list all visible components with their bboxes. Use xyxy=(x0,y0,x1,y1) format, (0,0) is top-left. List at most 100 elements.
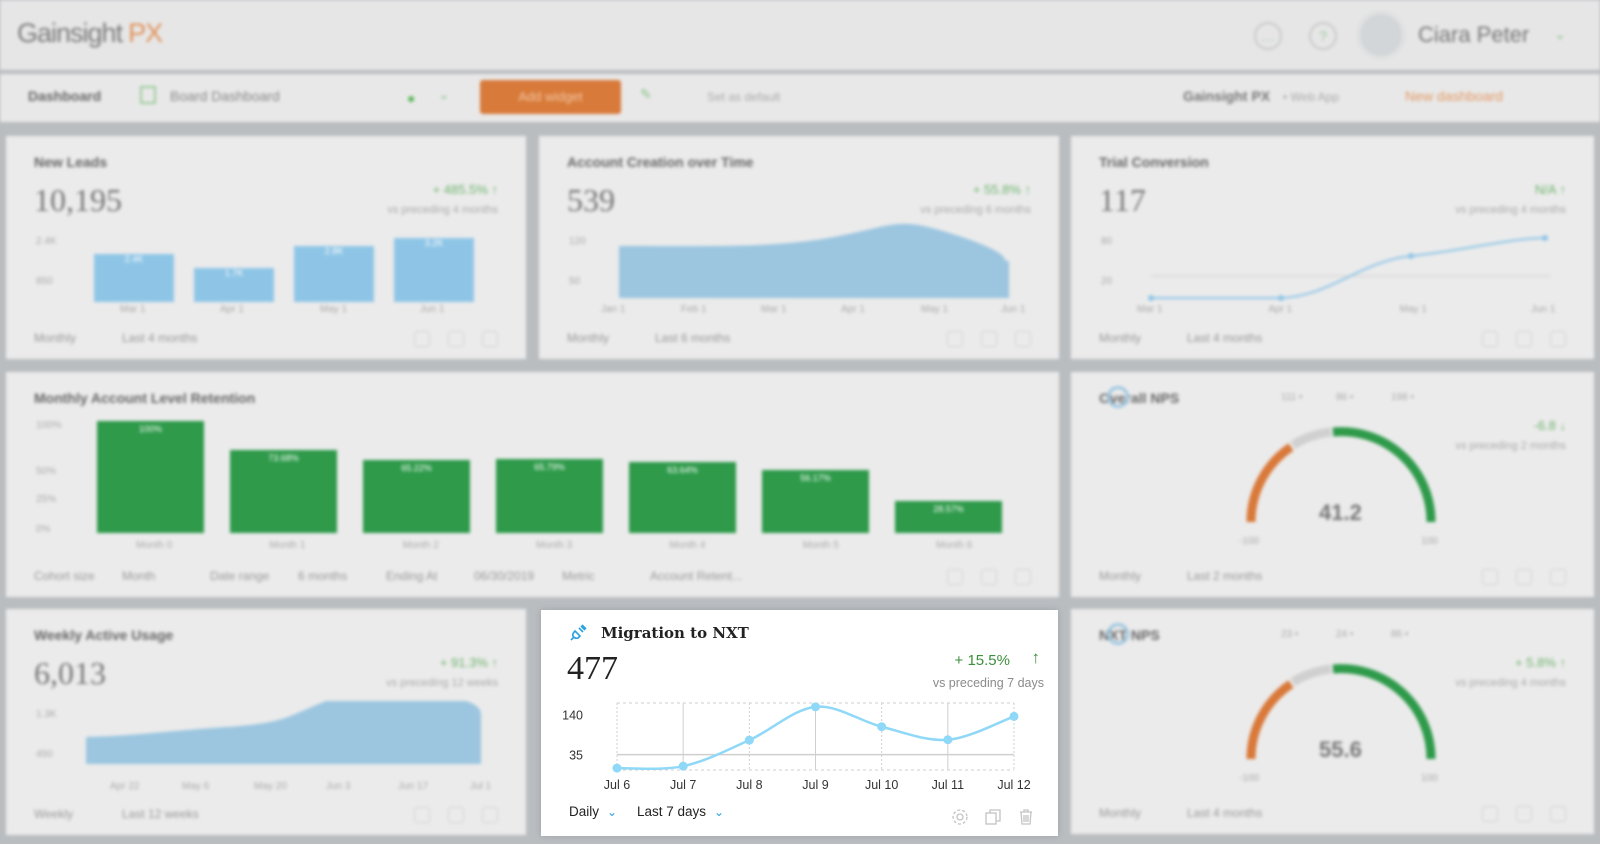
gear-icon[interactable] xyxy=(947,331,963,347)
gauge-score: 41.2 xyxy=(1319,500,1362,525)
widget-new-leads: New Leads 10,195 + 485.5% ↑ vs preceding 4 … xyxy=(6,136,526,359)
new-dashboard-button[interactable]: New dashboard xyxy=(1405,88,1504,104)
widget-title: New Leads xyxy=(34,154,108,170)
help-icon[interactable]: ? xyxy=(1309,22,1337,50)
footer-select[interactable]: Last 4 months xyxy=(122,331,198,345)
footer-select[interactable]: Monthly xyxy=(1099,331,1142,345)
copy-icon[interactable] xyxy=(448,807,464,823)
set-default-link[interactable]: Set as default xyxy=(707,90,781,104)
top-header: Gainsight PX … ? Ciara Peter ⌄ xyxy=(0,0,1600,70)
footer-select[interactable]: Last 6 months xyxy=(655,331,731,345)
x-tick-label: Month 4 xyxy=(669,540,706,551)
gear-icon[interactable] xyxy=(414,331,430,347)
x-tick-label: Jul 6 xyxy=(604,778,630,792)
board-icon xyxy=(140,86,156,104)
x-tick-label: May 1 xyxy=(921,304,949,315)
copy-icon[interactable] xyxy=(981,569,997,585)
trash-icon[interactable] xyxy=(1015,331,1031,347)
footer-select[interactable]: Ending At xyxy=(386,569,438,583)
copy-icon[interactable] xyxy=(1516,806,1532,822)
x-tick-label: Jun 1 xyxy=(1001,304,1026,315)
trash-icon[interactable] xyxy=(1017,808,1035,826)
chat-icon[interactable]: … xyxy=(1254,22,1282,50)
gauge-score: 55.6 xyxy=(1319,737,1362,762)
footer-select[interactable]: Last 4 months xyxy=(1187,806,1263,820)
y-tick-label: 20 xyxy=(1101,276,1113,287)
chevron-down-icon[interactable]: ⌄ xyxy=(438,86,450,102)
edit-icon[interactable]: ✎ xyxy=(640,86,652,102)
gear-icon[interactable] xyxy=(1482,806,1498,822)
footer-select[interactable]: Last 2 months xyxy=(1187,569,1263,583)
metric-value: 117 xyxy=(1099,182,1146,218)
widget-title: Account Creation over Time xyxy=(567,154,754,170)
widget-weekly-usage: Weekly Active Usage 6,013 + 91.3% ↑ vs prec… xyxy=(6,609,526,835)
y-tick-label: 1.3K xyxy=(36,709,57,720)
x-tick-label: May 1 xyxy=(320,304,348,315)
footer-select[interactable]: Date range xyxy=(210,569,270,583)
gear-icon[interactable] xyxy=(947,569,963,585)
footer-select[interactable]: 06/30/2019 xyxy=(474,569,535,583)
gear-icon[interactable] xyxy=(414,807,430,823)
trash-icon[interactable] xyxy=(482,807,498,823)
footer-select[interactable]: 6 months xyxy=(298,569,348,583)
x-tick-label: Jul 10 xyxy=(865,778,898,792)
gainsight-logo[interactable]: Gainsight PX xyxy=(17,18,163,49)
logo-px: PX xyxy=(128,18,163,48)
avatar[interactable] xyxy=(1356,10,1406,60)
comparison-text: vs preceding 4 months xyxy=(387,204,498,216)
bar: 100% xyxy=(97,421,204,533)
trash-icon[interactable] xyxy=(1550,331,1566,347)
gear-icon[interactable] xyxy=(1482,569,1498,585)
y-tick-label: 50% xyxy=(36,466,57,477)
copy-icon[interactable] xyxy=(981,331,997,347)
copy-icon[interactable] xyxy=(984,808,1002,826)
gauge-chart xyxy=(1246,427,1436,523)
board-select[interactable]: Board Dashboard xyxy=(170,88,280,104)
footer-select[interactable]: Cohort size xyxy=(34,569,95,583)
gear-icon[interactable] xyxy=(1482,331,1498,347)
x-tick-label: May 20 xyxy=(254,781,287,792)
y-tick-label: 0% xyxy=(36,524,51,535)
bar: 63.64% xyxy=(629,461,736,533)
widget-overall-nps: Overall NPS -6.8 ↓ vs preceding 2 months Mo… xyxy=(1071,372,1594,597)
granularity-select[interactable]: Daily ⌄ xyxy=(569,804,617,819)
widget-retention: Monthly Account Level Retention Cohort si… xyxy=(6,372,1059,597)
copy-icon[interactable] xyxy=(1516,569,1532,585)
comparison-text: vs preceding 6 months xyxy=(920,204,1031,216)
chevron-down-icon: ⌄ xyxy=(607,805,618,819)
dashboard-label: Dashboard xyxy=(28,88,102,104)
gear-icon[interactable] xyxy=(951,808,969,826)
footer-select[interactable]: Monthly xyxy=(1099,569,1142,583)
trash-icon[interactable] xyxy=(1015,569,1031,585)
trash-icon[interactable] xyxy=(1550,806,1566,822)
arrow-up-icon: ↑ xyxy=(1031,648,1041,667)
gauge-min: -100 xyxy=(1239,536,1260,547)
trash-icon[interactable] xyxy=(1550,569,1566,585)
bar: 1.7K xyxy=(194,268,274,302)
x-tick-label: Month 5 xyxy=(802,540,839,551)
footer-select[interactable]: Last 12 weeks xyxy=(122,807,199,821)
y-tick-label: 35 xyxy=(569,749,583,763)
change-percent: + 485.5% ↑ xyxy=(432,182,498,197)
user-name[interactable]: Ciara Peter xyxy=(1418,22,1530,47)
footer-select[interactable]: Month xyxy=(122,569,156,583)
copy-icon[interactable] xyxy=(1516,331,1532,347)
toolbar: Dashboard Board Dashboard ● ⌄ Set as def… xyxy=(0,74,1600,122)
footer-select[interactable]: Monthly xyxy=(1099,806,1142,820)
chevron-down-icon[interactable]: ⌄ xyxy=(1554,26,1566,42)
x-tick-label: Jul 12 xyxy=(997,778,1030,792)
widget-trial-conversion: Trial Conversion 117 N/A ↑ vs preceding 4 m… xyxy=(1071,136,1594,359)
footer-select[interactable]: Metric xyxy=(562,569,595,583)
range-select[interactable]: Last 7 days ⌄ xyxy=(637,804,724,819)
footer-select[interactable]: Account Retent... xyxy=(650,569,743,583)
x-tick-label: Jul 11 xyxy=(932,778,964,792)
footer-select[interactable]: Last 4 months xyxy=(1187,331,1263,345)
copy-icon[interactable] xyxy=(448,331,464,347)
bar: 3.2K xyxy=(394,238,474,302)
footer-select[interactable]: Monthly xyxy=(567,331,610,345)
footer-select[interactable]: Monthly xyxy=(34,331,77,345)
footer-select[interactable]: Weekly xyxy=(34,807,74,821)
trash-icon[interactable] xyxy=(482,331,498,347)
legend-item: 86 • xyxy=(1391,629,1409,640)
add-widget-button[interactable]: Add widget xyxy=(480,80,621,114)
